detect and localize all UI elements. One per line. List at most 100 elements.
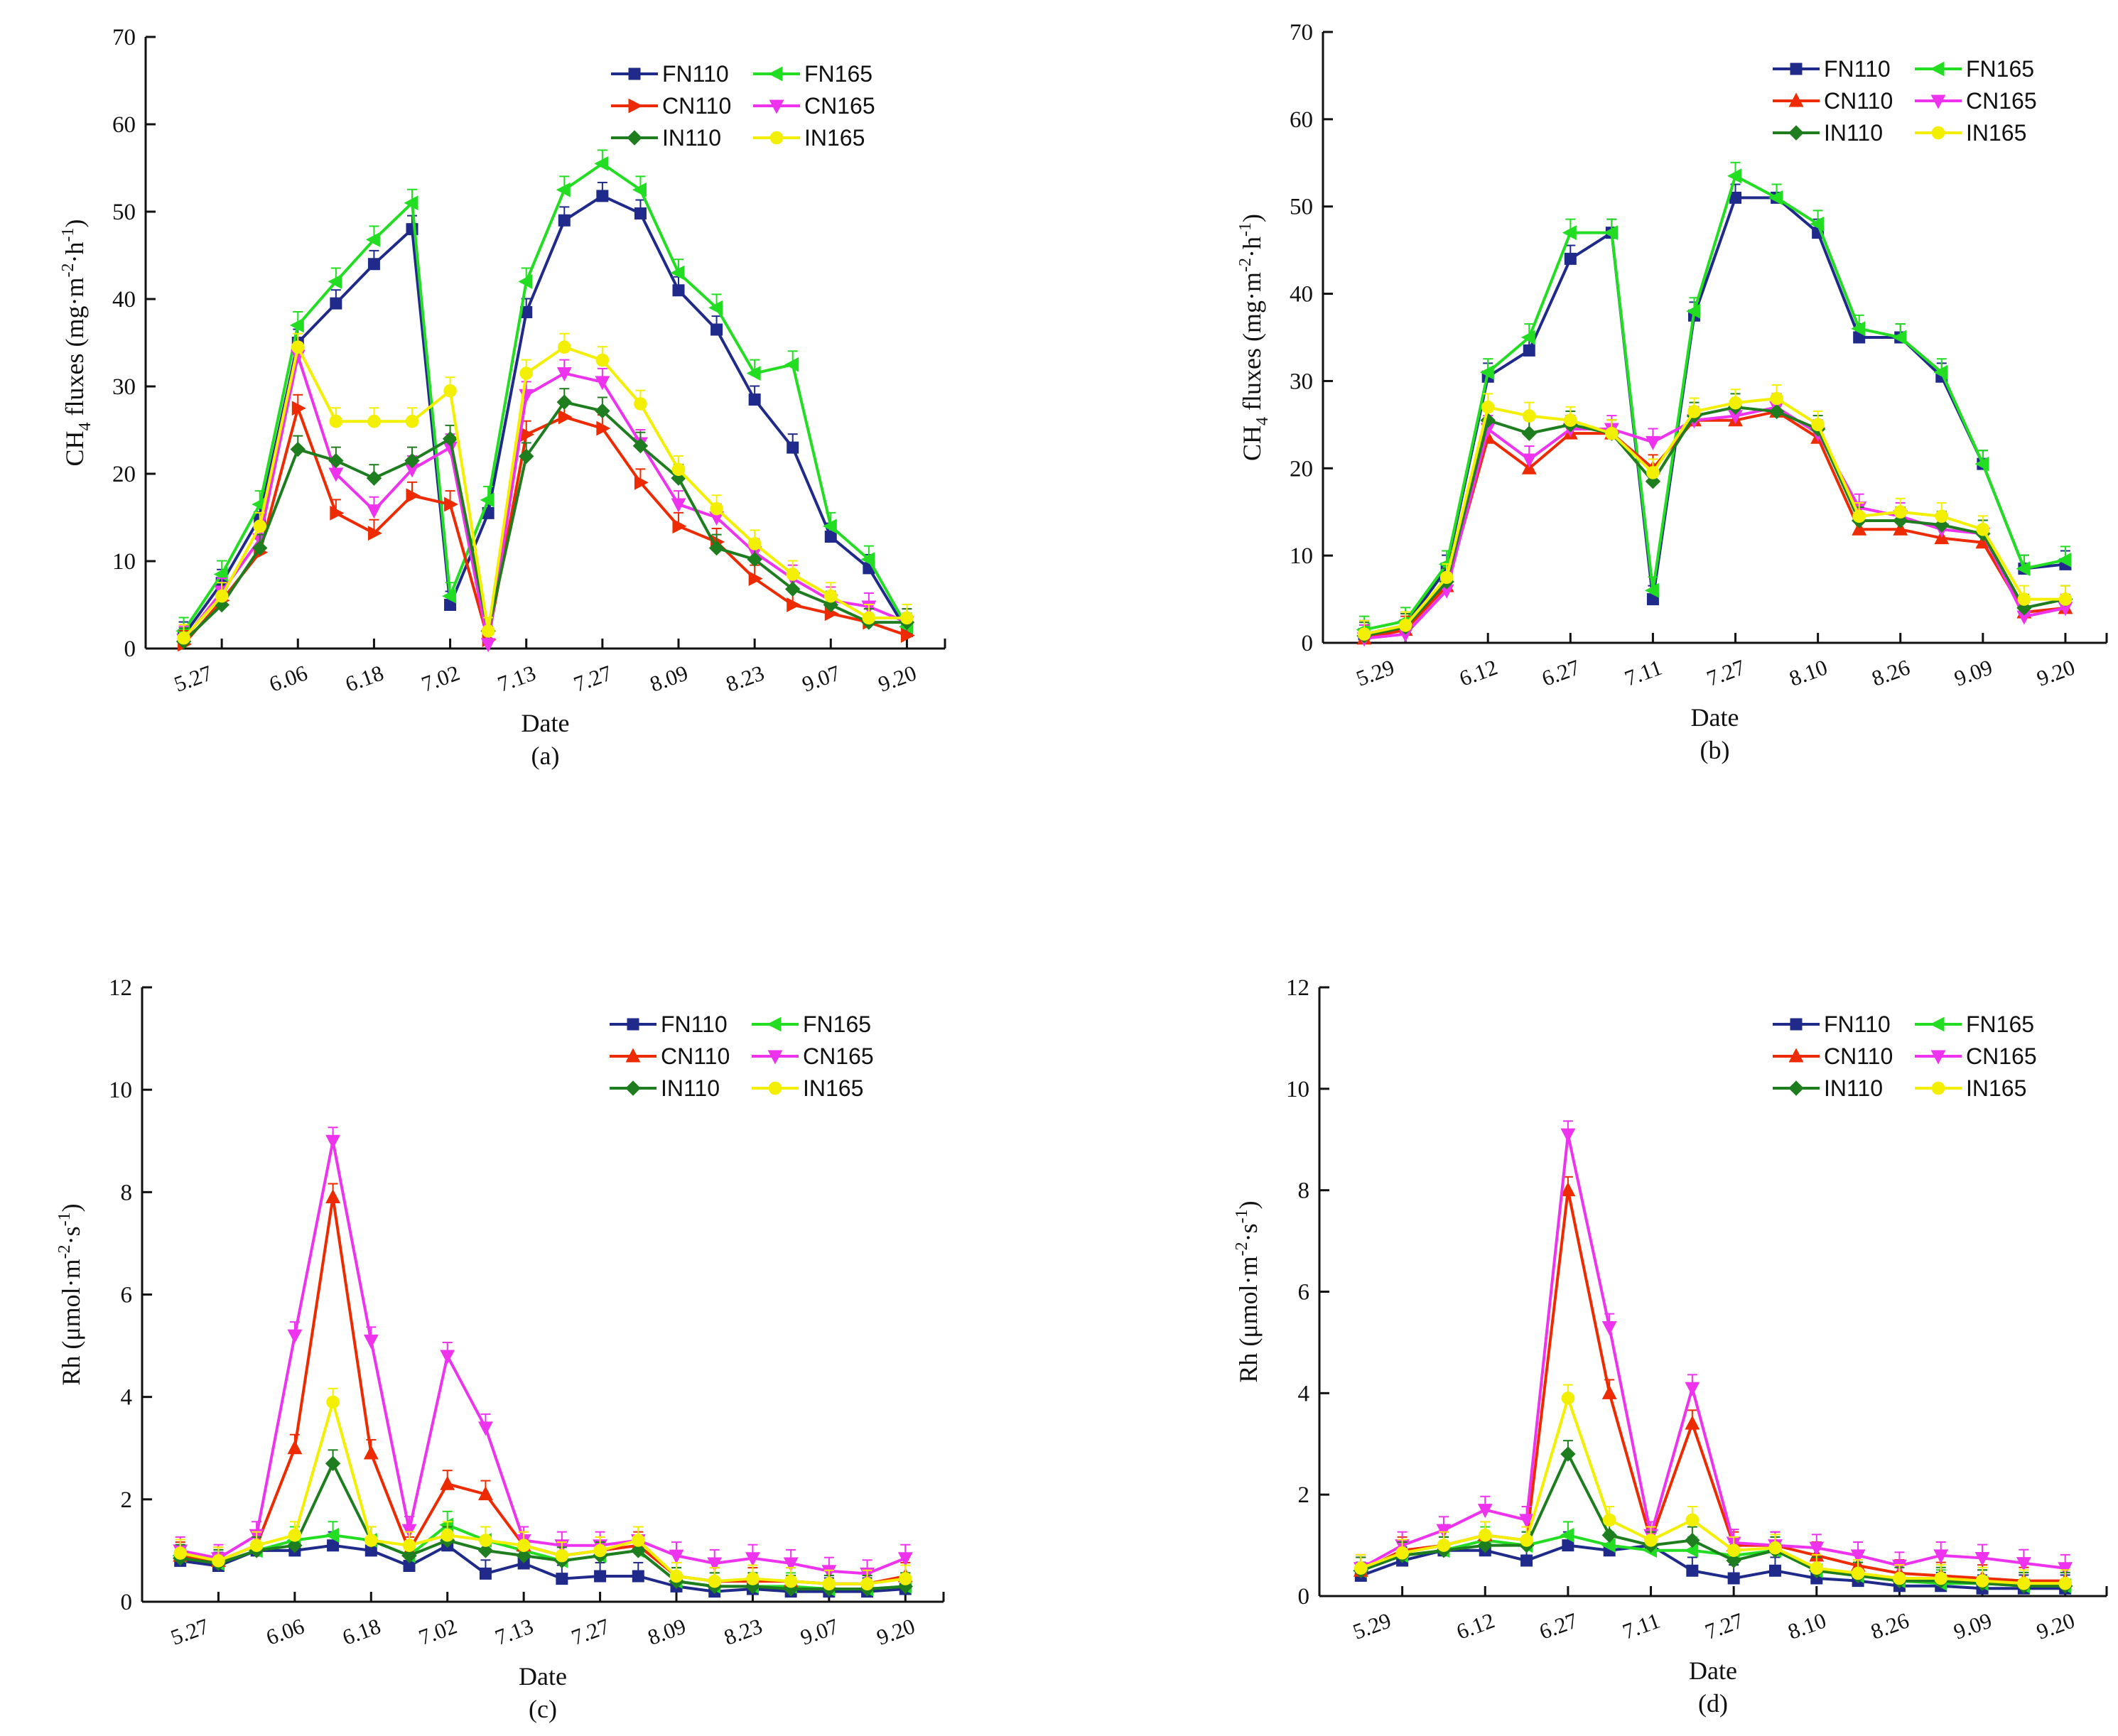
data-point-in165 bbox=[555, 1548, 569, 1563]
legend-label: FN110 bbox=[661, 1011, 728, 1037]
data-point-in165 bbox=[1729, 396, 1742, 410]
data-point-fn165 bbox=[442, 588, 457, 604]
data-point-fn165 bbox=[860, 552, 875, 567]
data-point-in165 bbox=[1478, 1529, 1492, 1542]
data-point-fn165 bbox=[670, 265, 685, 281]
y-tick-label: 6 bbox=[1298, 1280, 1310, 1306]
data-point-in165 bbox=[634, 397, 647, 411]
data-point-in165 bbox=[710, 501, 723, 516]
data-point-in165 bbox=[1727, 1544, 1741, 1558]
legend-label: IN110 bbox=[661, 1075, 720, 1101]
data-point-fn110 bbox=[1686, 1564, 1699, 1577]
data-point-fn165 bbox=[1727, 168, 1742, 184]
data-point-in165 bbox=[1851, 1566, 1865, 1580]
data-point-cn110 bbox=[672, 519, 687, 534]
legend-label: CN165 bbox=[1966, 1043, 2037, 1069]
legend-marker bbox=[1930, 1050, 1946, 1065]
data-point-cn165 bbox=[897, 1552, 913, 1567]
data-point-cn165 bbox=[1560, 1128, 1576, 1143]
data-point-in165 bbox=[212, 1554, 225, 1568]
data-point-in165 bbox=[367, 414, 381, 428]
data-point-cn165 bbox=[363, 1334, 379, 1349]
data-point-fn165 bbox=[1562, 225, 1577, 240]
data-point-fn165 bbox=[1520, 330, 1535, 345]
data-point-cn165 bbox=[1601, 1320, 1617, 1335]
legend-marker bbox=[1931, 126, 1945, 140]
data-point-cn165 bbox=[2058, 1562, 2073, 1577]
data-point-cn110 bbox=[478, 1486, 493, 1501]
data-point-in110 bbox=[328, 452, 344, 469]
y-axis-title-part: Rh (μmol·m bbox=[57, 1259, 85, 1385]
data-point-in165 bbox=[1395, 1546, 1409, 1560]
series-line-cn165 bbox=[1360, 1133, 2065, 1570]
y-axis-title-part: -1 bbox=[1236, 222, 1255, 237]
y-axis-title-part: CH bbox=[1238, 425, 1266, 461]
data-point-in165 bbox=[1687, 405, 1701, 418]
data-point-in165 bbox=[1520, 1534, 1533, 1547]
legend-label: IN110 bbox=[662, 125, 721, 151]
data-point-cn110 bbox=[634, 474, 649, 490]
legend-label: FN165 bbox=[803, 1011, 871, 1037]
data-point-in165 bbox=[786, 568, 800, 581]
y-axis-title-part: fluxes (mg·m bbox=[60, 278, 89, 423]
data-point-cn165 bbox=[1685, 1382, 1700, 1396]
y-axis-title: Rh (μmol·m-2·s-1) bbox=[55, 1203, 85, 1385]
series-line-in110 bbox=[1363, 406, 2066, 638]
data-point-in165 bbox=[1976, 522, 1990, 536]
data-point-in165 bbox=[1605, 426, 1619, 440]
legend-marker bbox=[1931, 1081, 1945, 1095]
data-point-fn110 bbox=[672, 284, 685, 297]
data-point-in165 bbox=[557, 340, 571, 354]
data-point-cn165 bbox=[669, 1549, 684, 1564]
legend-marker bbox=[1788, 1048, 1804, 1063]
data-point-in110 bbox=[630, 1543, 646, 1558]
legend-label: IN110 bbox=[1824, 1075, 1883, 1101]
data-point-in110 bbox=[401, 1548, 417, 1563]
y-axis-title-part: -1 bbox=[59, 228, 77, 242]
y-tick-label: 70 bbox=[1290, 20, 1313, 45]
data-point-fn110 bbox=[634, 207, 647, 219]
data-point-in165 bbox=[519, 367, 534, 380]
data-point-fn110 bbox=[1729, 191, 1742, 204]
data-point-cn110 bbox=[287, 1440, 303, 1455]
data-point-in110 bbox=[595, 403, 610, 419]
series-line-in165 bbox=[1363, 397, 2065, 636]
data-point-fn110 bbox=[479, 1567, 492, 1580]
y-axis-title: CH4 fluxes (mg·m-2·h-1) bbox=[1236, 214, 1272, 461]
data-point-in110 bbox=[252, 540, 268, 556]
data-point-in165 bbox=[1644, 1534, 1658, 1547]
y-axis-title-part: ) bbox=[57, 1203, 85, 1212]
y-tick-label: 12 bbox=[109, 975, 132, 1001]
y-tick-label: 40 bbox=[112, 287, 136, 313]
data-point-fn110 bbox=[632, 1570, 644, 1583]
legend-marker bbox=[627, 1018, 639, 1031]
y-axis-title-part: Rh (μmol·m bbox=[1234, 1256, 1263, 1382]
y-tick-label: 2 bbox=[1298, 1482, 1310, 1508]
y-tick-label: 10 bbox=[1286, 1077, 1309, 1102]
y-tick-label: 8 bbox=[121, 1180, 133, 1205]
y-axis-title-part: ·h bbox=[60, 242, 89, 264]
y-tick-label: 12 bbox=[1286, 975, 1309, 1001]
series-line-in110 bbox=[183, 401, 907, 643]
data-point-fn110 bbox=[330, 297, 342, 310]
data-point-in110 bbox=[1477, 1537, 1493, 1553]
series-line-in165 bbox=[1360, 1396, 2065, 1585]
series-line-fn110 bbox=[182, 194, 909, 636]
data-point-cn110 bbox=[1852, 521, 1867, 536]
data-point-in165 bbox=[291, 340, 305, 354]
data-point-cn165 bbox=[556, 367, 572, 382]
data-point-in165 bbox=[1561, 1391, 1575, 1405]
legend-marker bbox=[1930, 1016, 1945, 1032]
data-point-cn110 bbox=[440, 1475, 455, 1490]
y-axis-title-part: ) bbox=[1234, 1200, 1263, 1209]
y-axis-title: Rh (μmol·m-2·s-1) bbox=[1233, 1200, 1263, 1382]
data-point-cn110 bbox=[1560, 1182, 1576, 1197]
data-point-in165 bbox=[1975, 1574, 1989, 1588]
legend-label: CN165 bbox=[803, 1043, 874, 1069]
data-point-cn165 bbox=[478, 1421, 493, 1436]
y-tick-label: 30 bbox=[112, 374, 136, 400]
y-axis-title-part: 4 bbox=[1253, 417, 1272, 425]
